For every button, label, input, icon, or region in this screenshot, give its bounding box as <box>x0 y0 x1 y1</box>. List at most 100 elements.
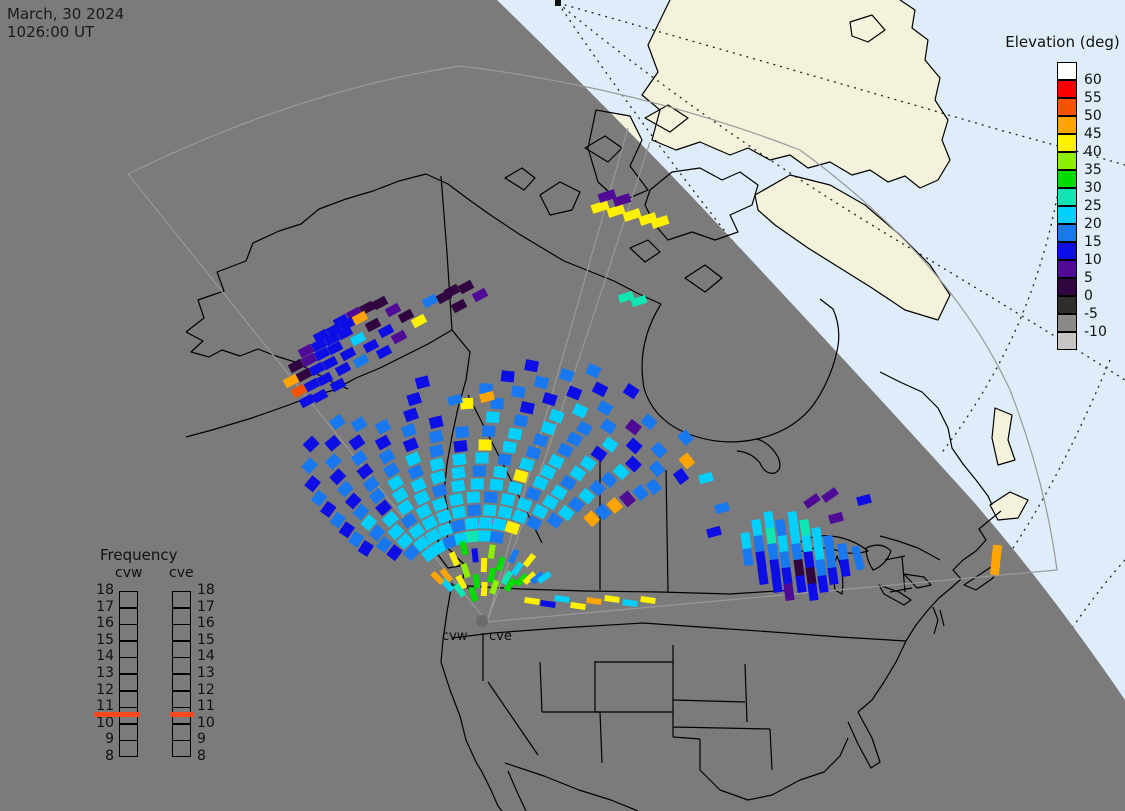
echo-cell <box>310 489 328 507</box>
elevation-tick-label: 45 <box>1084 126 1102 142</box>
echo-cell <box>795 574 807 594</box>
echo-cell <box>447 393 463 407</box>
echo-cell <box>324 434 342 452</box>
elevation-tick-label: 10 <box>1084 252 1102 268</box>
echo-cell <box>793 558 805 578</box>
echo-cell <box>431 497 448 512</box>
timestamp: March, 30 2024 1026:00 UT <box>7 5 124 41</box>
echo-cell <box>489 478 504 491</box>
frequency-ladder-cell <box>119 640 138 658</box>
echo-cell <box>630 294 648 308</box>
elevation-color-box <box>1057 260 1077 278</box>
echo-cell <box>403 407 419 423</box>
geomagnetic-pole-marker <box>555 0 561 6</box>
echo-cell <box>640 413 658 431</box>
frequency-ladder-cell <box>172 624 191 642</box>
map-label-cvw: cvw <box>442 629 468 644</box>
echo-cell <box>313 346 331 362</box>
elevation-color-box <box>1057 296 1077 314</box>
echo-cell <box>578 487 596 505</box>
echo-cell <box>464 517 479 530</box>
echo-cell <box>487 544 496 560</box>
echo-cell <box>334 361 352 377</box>
elevation-color-box <box>1057 116 1077 134</box>
echo-cell <box>825 550 837 570</box>
echo-cell <box>453 582 467 598</box>
echo-cell <box>533 375 550 390</box>
elevation-color-box <box>1057 206 1077 224</box>
echo-cell <box>624 418 642 436</box>
frequency-ladder-cell <box>172 740 191 758</box>
echo-cell <box>497 453 512 466</box>
echo-cell <box>625 437 643 455</box>
frequency-ladder-cell <box>172 657 191 675</box>
echo-cell <box>769 558 781 578</box>
echo-cell <box>450 298 468 314</box>
echo-cell <box>586 596 602 606</box>
elevation-tick-label: 60 <box>1084 72 1102 88</box>
echo-cell <box>316 371 334 387</box>
echo-cell <box>513 414 529 428</box>
echo-cell <box>775 518 787 538</box>
echo-cell <box>567 496 585 513</box>
frequency-legend-title: Frequency <box>100 546 178 564</box>
echo-cell <box>290 383 308 399</box>
echo-cell <box>377 323 395 339</box>
echo-cell <box>431 483 448 498</box>
echo-cell <box>387 474 405 491</box>
echo-cell <box>481 425 496 437</box>
echo-cell <box>504 520 521 536</box>
echo-cell <box>529 571 545 585</box>
coastlines-borders <box>185 0 1029 811</box>
echo-cell <box>487 567 497 583</box>
echo-cell <box>612 193 632 207</box>
echo-cell <box>304 475 321 493</box>
echo-cell <box>525 515 543 531</box>
echo-cell <box>410 477 427 493</box>
echo-cell <box>428 415 444 430</box>
echo-cell <box>455 425 470 439</box>
elevation-color-box <box>1057 134 1077 152</box>
echo-cell <box>497 505 513 520</box>
echo-cell <box>821 487 839 503</box>
frequency-tick-label: 11 <box>96 698 114 715</box>
echo-cell <box>350 416 368 433</box>
echo-cell <box>511 509 528 525</box>
frequency-ladder-cell <box>119 690 138 708</box>
frequency-ladder-cell <box>172 607 191 625</box>
echo-cell <box>344 492 362 510</box>
frequency-tick-label: 18 <box>96 582 114 598</box>
echo-cell <box>362 338 380 354</box>
echo-cell <box>413 535 431 553</box>
echo-cell <box>437 522 454 538</box>
echo-cell <box>391 487 409 504</box>
frequency-tick-label: 9 <box>105 731 114 748</box>
echo-cell <box>397 308 415 324</box>
echo-cell <box>352 353 370 369</box>
echo-cell <box>546 512 564 529</box>
echo-cell <box>384 302 402 318</box>
echo-cell <box>678 452 696 470</box>
echo-cell <box>617 290 635 304</box>
echo-cell <box>459 397 474 410</box>
frequency-ladder-cell <box>172 690 191 708</box>
elevation-color-box <box>1057 170 1077 188</box>
echo-cell <box>807 582 819 602</box>
frequency-tick-label: 14 <box>197 648 215 665</box>
echo-cell <box>524 359 540 373</box>
echo-cell <box>453 440 468 453</box>
echo-cell <box>588 479 606 497</box>
echo-cell <box>765 526 777 546</box>
echo-cell <box>400 423 417 439</box>
echo-cell <box>470 478 484 490</box>
echo-cell <box>374 434 392 451</box>
elevation-tick-label: 30 <box>1084 180 1102 196</box>
echo-cell <box>579 455 597 472</box>
echo-cell <box>350 449 368 467</box>
echo-cell <box>475 452 489 464</box>
echo-cell <box>742 547 754 567</box>
echo-cell <box>622 383 640 400</box>
frequency-tick-label: 12 <box>96 681 114 698</box>
echo-cell <box>532 433 549 448</box>
echo-cell <box>348 530 365 548</box>
